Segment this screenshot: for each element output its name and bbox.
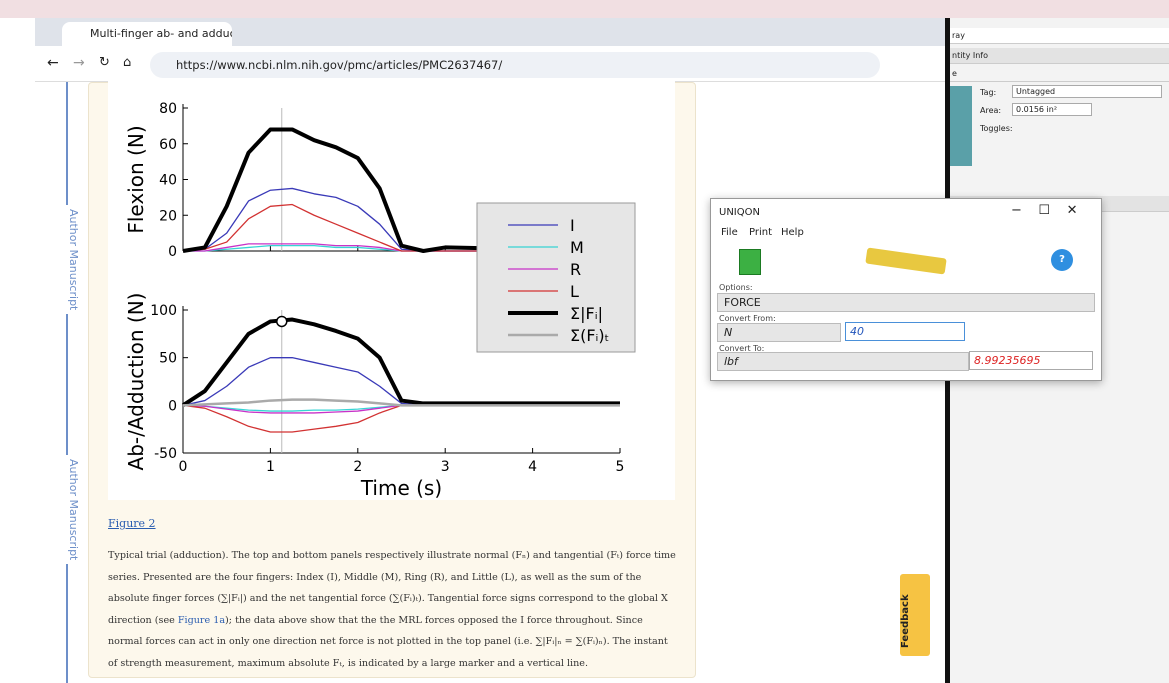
uniqon-window: UNIQON − ☐ ✕ File Print Help ? Options: … (710, 198, 1102, 381)
y-tick-label: 60 (159, 137, 177, 153)
figure-link[interactable]: Figure 2 (108, 517, 156, 530)
x-tick-label: 0 (179, 459, 188, 475)
sidebar-line (66, 82, 68, 683)
url: https://www.ncbi.nlm.nih.gov/pmc/article… (176, 58, 502, 72)
thumbnail (950, 86, 972, 166)
legend-label: L (570, 282, 579, 301)
help-icon[interactable]: ? (1051, 249, 1073, 271)
menu-item[interactable]: Print (749, 227, 772, 238)
label: Options: (719, 283, 753, 292)
y-tick-label: 20 (159, 208, 177, 224)
y-tick-label: 0 (168, 244, 177, 260)
to-unit[interactable]: lbf (717, 352, 969, 371)
panel-sub: e (950, 66, 1169, 82)
x-tick-label: 1 (266, 459, 275, 475)
x-tick-label: 5 (616, 459, 625, 475)
x-axis-label: Time (s) (360, 476, 442, 500)
caption-link[interactable]: Figure 1a (178, 615, 225, 626)
browser-tab[interactable]: Multi-finger ab- and adduction (62, 22, 232, 46)
y-tick-label: -50 (154, 446, 177, 462)
back-button[interactable]: ← (47, 55, 59, 71)
legend-label: I (570, 216, 575, 235)
screenshot: Multi-finger ab- and adduction ← → ↻ ⌂ ★… (0, 0, 1169, 683)
tag-select[interactable]: Untagged (1012, 85, 1162, 98)
legend-label: M (570, 238, 584, 257)
window-controls[interactable]: − ☐ ✕ (1011, 203, 1078, 218)
to-value[interactable]: 8.99235695 (969, 351, 1093, 370)
options-select[interactable]: FORCE (717, 293, 1095, 312)
window-title: UNIQON (719, 207, 760, 218)
label: Convert From: (719, 314, 776, 323)
legend-label: Σ|Fᵢ| (570, 304, 603, 323)
logo (865, 248, 946, 275)
y-tick-label: 50 (159, 351, 177, 367)
address-bar[interactable]: https://www.ncbi.nlm.nih.gov/pmc/article… (150, 52, 880, 78)
y-tick-label: 100 (150, 303, 177, 319)
menu-item[interactable]: Help (781, 227, 804, 238)
sidebar-label: Author Manuscript (50, 455, 80, 564)
reload-button[interactable]: ↻ (99, 55, 110, 70)
x-tick-label: 2 (353, 459, 362, 475)
y-tick-label: 40 (159, 173, 177, 189)
caption: Typical trial (adduction). The top and b… (108, 545, 678, 674)
from-unit[interactable]: N (717, 323, 841, 342)
menu-item[interactable]: File (721, 227, 738, 238)
strength-marker (277, 316, 287, 326)
legend-label: Σ(Fᵢ)ₜ (570, 326, 609, 345)
x-tick-label: 4 (528, 459, 537, 475)
label: Toggles: (980, 124, 1013, 133)
y-tick-label: 0 (168, 398, 177, 414)
forward-button[interactable]: → (73, 55, 85, 71)
desktop-strip (0, 0, 1169, 18)
y-axis-label: Flexion (N) (124, 125, 148, 233)
y-tick-label: 80 (159, 101, 177, 117)
home-button[interactable]: ⌂ (123, 55, 131, 70)
area-field[interactable]: 0.0156 in² (1012, 103, 1092, 116)
data-list-icon[interactable] (739, 249, 761, 275)
tab-title: Multi-finger ab- and adduction (90, 27, 232, 40)
panel-header: ray (950, 28, 1169, 44)
x-tick-label: 3 (441, 459, 450, 475)
label: Area: (980, 106, 1001, 115)
legend-label: R (570, 260, 581, 279)
label: Tag: (980, 88, 996, 97)
panel-section: ntity Info (950, 48, 1169, 64)
feedback-button[interactable]: Feedback (900, 574, 930, 656)
sidebar-label: Author Manuscript (50, 205, 80, 314)
y-axis-label: Ab-/Adduction (N) (124, 293, 148, 471)
from-value[interactable]: 40 (845, 322, 965, 341)
